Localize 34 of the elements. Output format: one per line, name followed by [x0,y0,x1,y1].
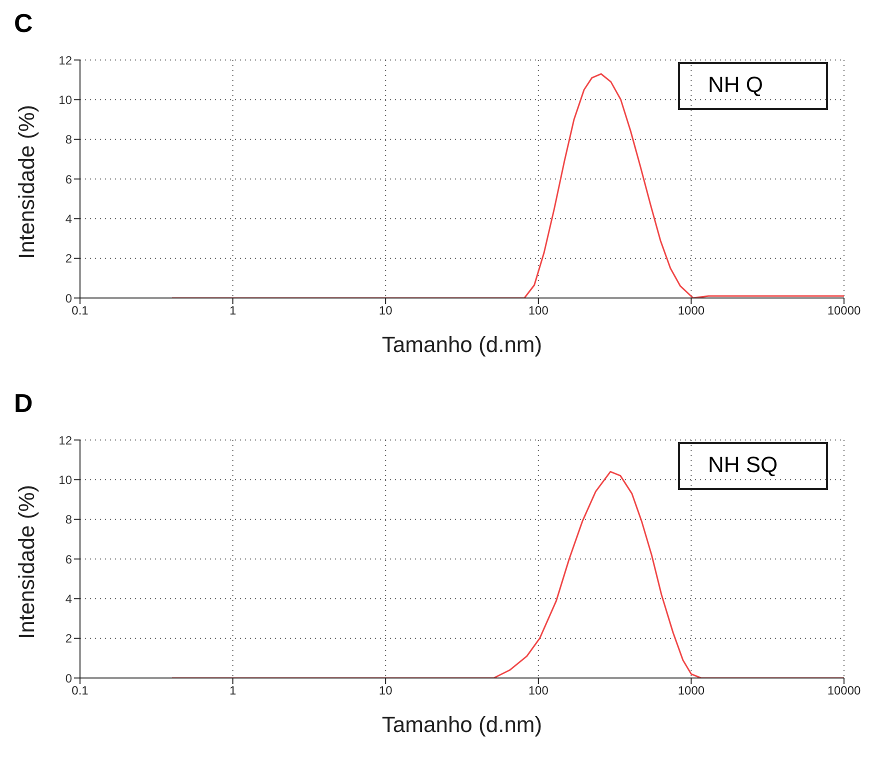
chart-title: C [14,8,33,39]
y-tick-label: 6 [65,552,72,566]
y-tick-label: 0 [65,671,72,686]
x-tick-label: 1000 [678,684,705,698]
y-tick-label: 10 [58,472,72,487]
y-axis-title: Intensidade (%) [14,484,39,639]
x-axis-title: Tamanho (d.nm) [382,712,542,737]
x-tick-label: 0.1 [72,684,89,698]
y-tick-label: 4 [65,212,72,226]
y-tick-label: 12 [58,433,72,448]
x-tick-label: 100 [528,304,549,318]
y-tick-label: 12 [58,53,72,68]
chart-title: D [14,388,33,419]
x-tick-label: 100 [528,684,549,698]
y-tick-label: 2 [65,252,72,266]
annotation: NH SQ [708,452,778,478]
x-tick-label: 0.1 [72,304,89,318]
x-tick-label: 1 [229,684,236,698]
y-tick-label: 10 [58,92,72,107]
x-tick-label: 1 [229,304,236,318]
y-tick-label: 4 [65,592,72,606]
y-tick-label: 6 [65,172,72,186]
annotation: NH Q [708,72,763,98]
y-tick-label: 8 [65,512,72,527]
x-tick-label: 10 [378,304,393,318]
x-tick-label: 1000 [678,304,705,318]
x-tick-label: 10000 [827,684,862,698]
y-tick-label: 8 [65,132,72,147]
x-tick-label: 10 [378,684,393,698]
y-axis-title: Intensidade (%) [14,104,39,259]
x-tick-label: 10000 [827,304,862,318]
y-tick-label: 0 [65,291,72,306]
y-tick-label: 2 [65,632,72,646]
x-axis-title: Tamanho (d.nm) [382,332,542,357]
